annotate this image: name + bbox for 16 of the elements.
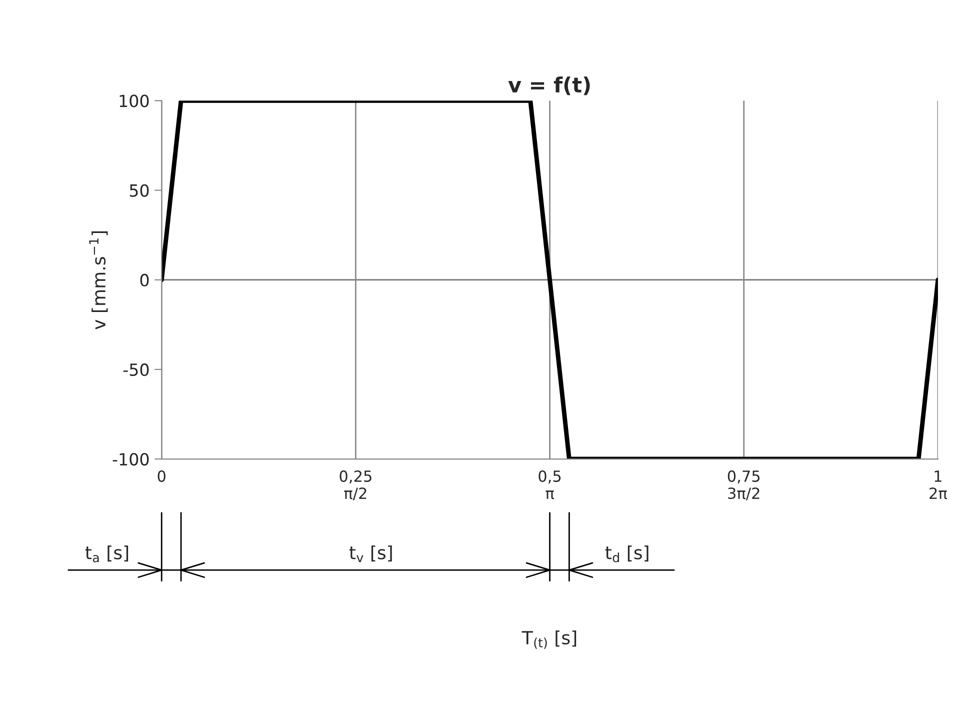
text: t$_{d}$ [s]	[605, 545, 648, 562]
text: t$_{a}$ [s]	[85, 545, 128, 562]
y-tick-label: 0	[140, 274, 149, 286]
y-axis-title: v [mm.s$^{−1}$]	[89, 231, 108, 330]
text: T$_{(t)}$ [s]	[522, 630, 576, 649]
chart-title: v = f(t)	[508, 76, 590, 96]
y-tick-label: 50	[130, 184, 149, 197]
text: t$_{v}$ [s]	[349, 545, 392, 562]
y-tick-label: -100	[112, 452, 149, 466]
x-tick-label: 0	[158, 470, 166, 482]
x-tick-label: 0,5 π	[538, 470, 561, 500]
x-tick-label: 0,25 π/2	[340, 470, 372, 500]
x-tick-label: 0,75 3π/2	[728, 470, 760, 500]
x-tick-label: 1 2π	[930, 470, 947, 500]
y-tick-label: -50	[123, 363, 149, 376]
y-tick-label: 100	[120, 94, 149, 108]
